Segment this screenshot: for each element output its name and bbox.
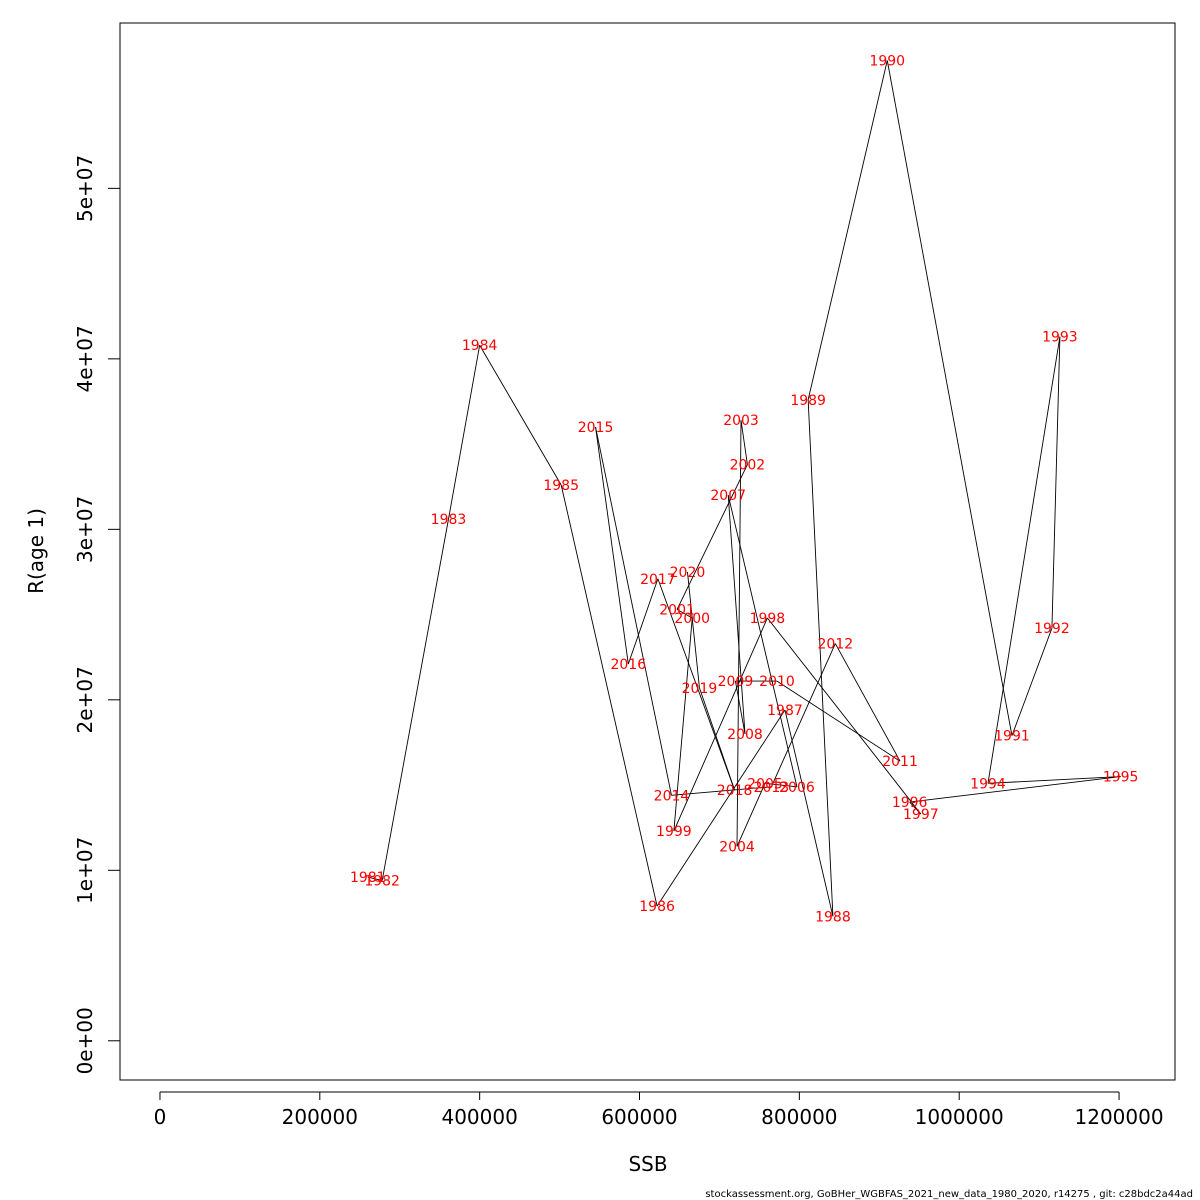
segment-1990-1991 (886, 60, 1013, 736)
point-label-2015: 2015 (578, 420, 614, 436)
segment-1985-1986 (560, 484, 658, 907)
segment-2008-2009 (734, 680, 746, 734)
segment-2019-2020 (687, 571, 700, 688)
segment-2018-2019 (699, 687, 736, 791)
point-label-2016: 2016 (610, 657, 646, 673)
point-label-1998: 1998 (750, 611, 786, 627)
point-label-1995: 1995 (1103, 770, 1139, 786)
segment-2011-2012 (834, 643, 901, 762)
point-label-2011: 2011 (882, 754, 918, 770)
segment-2006-2007 (727, 495, 798, 787)
x-tick-label: 200000 (282, 1105, 358, 1129)
plot-frame (119, 22, 1176, 1081)
segment-2002-2003 (740, 420, 748, 465)
segment-2005-2006 (764, 782, 798, 788)
point-label-2005: 2005 (747, 776, 783, 792)
segment-1984-1985 (479, 344, 562, 486)
point-label-2017: 2017 (640, 572, 676, 588)
x-tick-label: 400000 (441, 1105, 517, 1129)
y-axis-title: R(age 1) (24, 508, 48, 594)
segment-1986-1987 (656, 709, 786, 907)
segment-2004-2005 (736, 783, 766, 847)
x-tick-label: 800000 (761, 1105, 837, 1129)
point-label-2006: 2006 (779, 780, 815, 796)
point-label-1992: 1992 (1034, 621, 1070, 637)
segment-2015-2016 (595, 426, 629, 665)
point-label-1982: 1982 (364, 874, 400, 890)
segment-1998-1999 (673, 617, 768, 832)
segment-2003-2004 (736, 420, 742, 847)
segment-1983-1984 (448, 345, 481, 520)
point-label-1988: 1988 (815, 909, 851, 925)
point-label-1987: 1987 (767, 703, 803, 719)
segment-2010-2011 (776, 680, 901, 762)
point-label-2002: 2002 (730, 458, 766, 474)
point-label-1996: 1996 (892, 795, 928, 811)
y-axis: 0e+00 1e+07 2e+07 3e+07 4e+07 5e+07 (73, 155, 121, 1074)
segment-1989-1990 (807, 60, 888, 400)
y-tick-label: 0e+00 (73, 1007, 97, 1074)
point-label-2003: 2003 (723, 413, 759, 429)
x-tick-label: 0 (154, 1105, 167, 1129)
y-tick-label: 1e+07 (73, 837, 97, 904)
y-tick-label: 4e+07 (73, 325, 97, 392)
point-label-1999: 1999 (656, 824, 692, 840)
point-label-2004: 2004 (719, 839, 755, 855)
point-label-1985: 1985 (543, 478, 579, 494)
segment-1991-1992 (1011, 628, 1053, 736)
point-label-1989: 1989 (790, 393, 826, 409)
segment-2017-2018 (657, 578, 736, 791)
point-label-1997: 1997 (903, 807, 939, 823)
x-axis-title: SSB (628, 1152, 667, 1176)
point-label-2019: 2019 (682, 681, 718, 697)
x-tick-label: 1000000 (915, 1105, 1004, 1129)
segment-1992-1993 (1051, 336, 1061, 629)
segment-1987-1988 (784, 709, 834, 917)
point-label-1984: 1984 (462, 338, 498, 354)
point-label-2014: 2014 (654, 788, 690, 804)
y-tick-label: 5e+07 (73, 155, 97, 222)
point-label-1994: 1994 (970, 776, 1006, 792)
point-label-1981: 1981 (350, 870, 386, 886)
point-label-2000: 2000 (674, 611, 710, 627)
point-label-1993: 1993 (1042, 330, 1078, 346)
segment-1995-1996 (909, 776, 1121, 803)
point-label-2018: 2018 (717, 783, 753, 799)
segment-2000-2001 (676, 609, 693, 619)
segment-2014-2015 (595, 426, 672, 796)
segment-1999-2000 (673, 617, 693, 832)
segment-2016-2017 (627, 578, 659, 665)
y-tick-label: 2e+07 (73, 666, 97, 733)
x-tick-label: 600000 (601, 1105, 677, 1129)
point-label-2013: 2013 (754, 780, 790, 796)
segment-1993-1994 (987, 336, 1061, 784)
segment-1981-1982 (367, 876, 383, 881)
point-label-1990: 1990 (869, 54, 905, 70)
segment-1994-1995 (987, 776, 1121, 784)
x-axis: 0 200000 400000 600000 800000 1000000 1200000 (154, 1091, 1164, 1129)
segment-2001-2002 (676, 464, 748, 610)
point-label-1983: 1983 (431, 512, 467, 528)
point-label-1991: 1991 (994, 729, 1030, 745)
point-label-2012: 2012 (818, 637, 854, 653)
x-tick-label: 1200000 (1075, 1105, 1164, 1129)
point-label-2009: 2009 (718, 674, 754, 690)
point-label-2001: 2001 (659, 602, 695, 618)
point-label-2020: 2020 (670, 565, 706, 581)
segment-2012-2013 (770, 643, 836, 787)
point-label-1986: 1986 (639, 899, 675, 915)
series-path (367, 60, 1121, 917)
y-tick-label: 3e+07 (73, 496, 97, 563)
segment-2013-2014 (671, 786, 772, 796)
point-label-2007: 2007 (710, 488, 746, 504)
segment-2007-2008 (727, 495, 746, 734)
segment-1988-1989 (807, 399, 834, 917)
point-label-2010: 2010 (759, 674, 795, 690)
footer-source-text: stockassessment.org, GoBHer_WGBFAS_2021_… (705, 1189, 1193, 1200)
point-label-2008: 2008 (727, 727, 763, 743)
segment-1982-1983 (381, 519, 449, 881)
segment-1997-1998 (767, 617, 922, 815)
